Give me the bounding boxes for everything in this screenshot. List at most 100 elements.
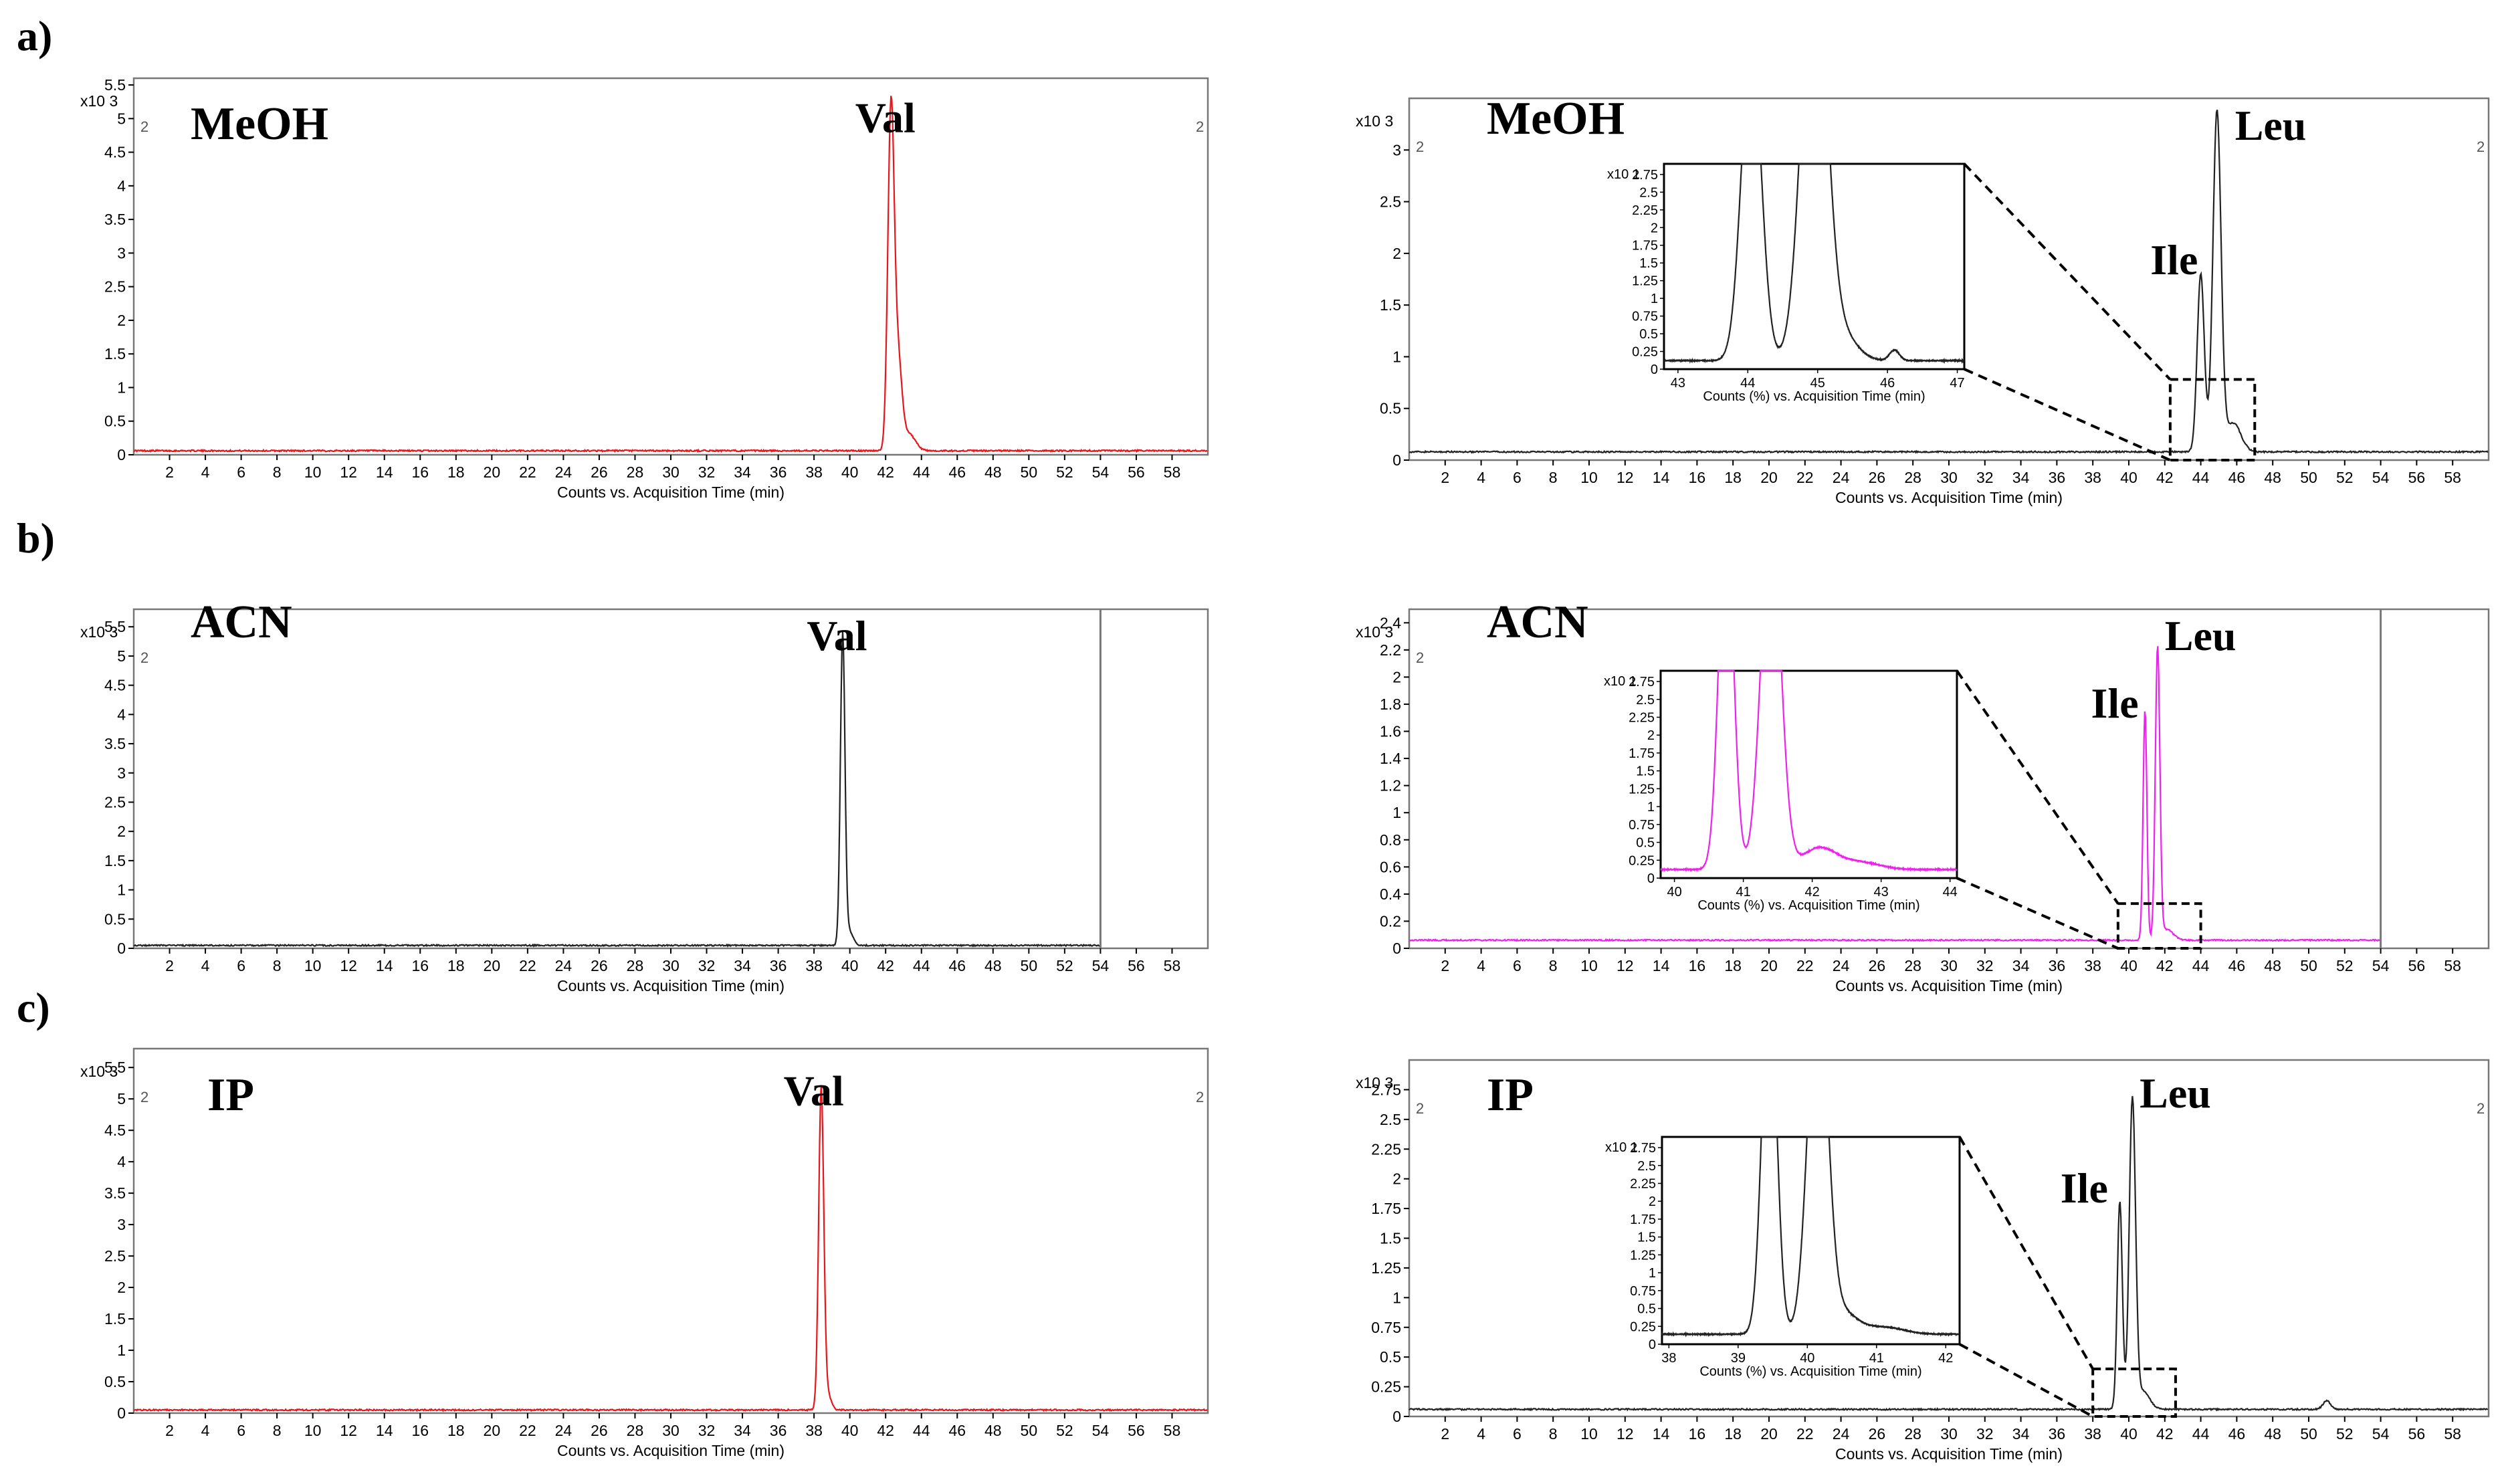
- x-tick-label: 14: [376, 957, 393, 974]
- x-tick-label: 34: [2012, 957, 2030, 974]
- x-tick-label: 46: [2228, 469, 2246, 486]
- y-tick-label: 0.25: [1371, 1378, 1401, 1396]
- inset-y-tick-label: 0.25: [1629, 853, 1655, 868]
- chromatogram-trace: [133, 631, 1100, 948]
- x-tick-label: 20: [484, 957, 501, 974]
- x-tick-label: 50: [1021, 1422, 1038, 1439]
- y-tick-label: 4.5: [104, 1122, 126, 1139]
- y-tick-label: 1.4: [1380, 750, 1401, 767]
- y-exponent-label: x10 3: [80, 1063, 118, 1080]
- y-tick-label: 5: [117, 110, 126, 127]
- inset-x-tick-label: 41: [1869, 1351, 1884, 1366]
- x-tick-label: 58: [2444, 469, 2461, 486]
- inset-x-tick-label: 44: [1943, 885, 1958, 899]
- inset-y-tick-label: 1: [1649, 1266, 1656, 1281]
- inset-x-tick-label: 40: [1667, 885, 1681, 899]
- x-tick-label: 26: [591, 463, 608, 481]
- plot-frame: [132, 1047, 1209, 1414]
- peak-label-ile: Ile: [2091, 679, 2139, 727]
- inset-y-tick-label: 2.75: [1630, 1141, 1656, 1156]
- plot-frame: [132, 77, 1209, 456]
- x-tick-label: 14: [1653, 469, 1670, 486]
- x-tick-label: 52: [2336, 469, 2354, 486]
- x-tick-label: 12: [1617, 957, 1634, 974]
- x-tick-label: 52: [2336, 957, 2354, 974]
- x-tick-label: 16: [411, 1422, 429, 1439]
- y-tick-label: 0.5: [1380, 400, 1401, 417]
- x-tick-label: 6: [1513, 469, 1522, 486]
- inset-y-tick-label: 1: [1651, 292, 1658, 306]
- x-tick-label: 46: [2228, 1425, 2246, 1443]
- y-tick-label: 4.5: [104, 677, 126, 694]
- x-tick-label: 26: [591, 1422, 608, 1439]
- inset-x-axis-title: Counts (%) vs. Acquisition Time (min): [1703, 389, 1925, 404]
- x-tick-label: 18: [1724, 957, 1742, 974]
- solvent-label: MeOH: [191, 98, 328, 150]
- y-tick-label: 2.2: [1380, 641, 1401, 659]
- x-tick-label: 30: [662, 957, 680, 974]
- peak-label-val: Val: [784, 1067, 844, 1115]
- y-exponent-label: x10 3: [1356, 1074, 1393, 1091]
- y-tick-label: 1: [1392, 804, 1401, 821]
- x-tick-label: 42: [2156, 1425, 2174, 1443]
- x-axis-title: Counts vs. Acquisition Time (min): [1835, 977, 2063, 994]
- x-tick-label: 56: [2408, 469, 2426, 486]
- zoom-connector-line: [1958, 1136, 2094, 1370]
- x-tick-label: 32: [1976, 1425, 1994, 1443]
- x-tick-label: 24: [555, 1422, 572, 1439]
- x-tick-label: 52: [1056, 957, 1073, 974]
- inset-x-tick-label: 44: [1740, 376, 1755, 391]
- x-tick-label: 44: [913, 957, 930, 974]
- x-tick-label: 46: [948, 463, 966, 481]
- inset-frame: [1663, 163, 1966, 370]
- x-tick-label: 36: [2049, 957, 2066, 974]
- x-axis-title: Counts vs. Acquisition Time (min): [557, 977, 785, 994]
- x-tick-label: 14: [376, 1422, 393, 1439]
- inset-y-tick-label: 0: [1649, 1338, 1656, 1352]
- inset-y-tick-label: 0.75: [1632, 310, 1658, 324]
- y-tick-label: 3.5: [104, 211, 126, 228]
- y-tick-label: 0.75: [1371, 1319, 1401, 1336]
- inset-y-tick-label: 1.5: [1637, 1231, 1656, 1245]
- row-label-b: b): [17, 514, 55, 562]
- inset-x-axis-title: Counts (%) vs. Acquisition Time (min): [1697, 898, 1919, 913]
- x-tick-label: 18: [1724, 469, 1742, 486]
- x-tick-label: 46: [948, 1422, 966, 1439]
- y-tick-label: 0.5: [104, 1373, 126, 1390]
- x-tick-label: 36: [770, 1422, 787, 1439]
- y-tick-label: 0: [117, 1404, 126, 1422]
- x-tick-label: 12: [1617, 1425, 1634, 1443]
- corner-marker: 2: [2477, 1100, 2485, 1117]
- x-tick-label: 44: [2192, 957, 2210, 974]
- x-tick-label: 8: [1549, 957, 1558, 974]
- y-tick-label: 4.5: [104, 144, 126, 161]
- y-tick-label: 1: [117, 379, 126, 396]
- x-tick-label: 4: [1477, 957, 1485, 974]
- inset-y-tick-label: 0.75: [1629, 818, 1655, 833]
- x-tick-label: 16: [411, 957, 429, 974]
- x-tick-label: 14: [1653, 1425, 1670, 1443]
- y-tick-label: 0.5: [1380, 1348, 1401, 1366]
- x-tick-label: 16: [1689, 469, 1706, 486]
- inset-y-tick-label: 0.25: [1630, 1319, 1656, 1334]
- x-tick-label: 40: [2120, 957, 2138, 974]
- chart-panel-b-left: x10 300.511.522.533.544.555.52 4 6 8 10 12 14 1…: [80, 597, 1209, 994]
- y-tick-label: 2.5: [1380, 1111, 1401, 1128]
- x-tick-label: 10: [304, 463, 322, 481]
- corner-marker: 2: [1416, 138, 1424, 155]
- x-tick-label: 56: [1128, 1422, 1145, 1439]
- x-tick-label: 42: [2156, 469, 2174, 486]
- x-tick-label: 20: [484, 1422, 501, 1439]
- x-tick-label: 36: [2049, 1425, 2066, 1443]
- y-tick-label: 1.2: [1380, 777, 1401, 794]
- y-tick-label: 0.5: [104, 413, 126, 430]
- x-tick-label: 42: [2156, 957, 2174, 974]
- inset-y-tick-label: 2.25: [1632, 203, 1658, 218]
- inset-y-tick-label: 0.5: [1637, 1302, 1656, 1317]
- y-tick-label: 1.5: [104, 852, 126, 869]
- y-tick-label: 1: [117, 881, 126, 899]
- solvent-label: MeOH: [1487, 93, 1625, 144]
- inset-x-tick-label: 43: [1874, 885, 1889, 899]
- x-tick-label: 48: [984, 463, 1002, 481]
- x-axis-title: Counts vs. Acquisition Time (min): [557, 1442, 785, 1459]
